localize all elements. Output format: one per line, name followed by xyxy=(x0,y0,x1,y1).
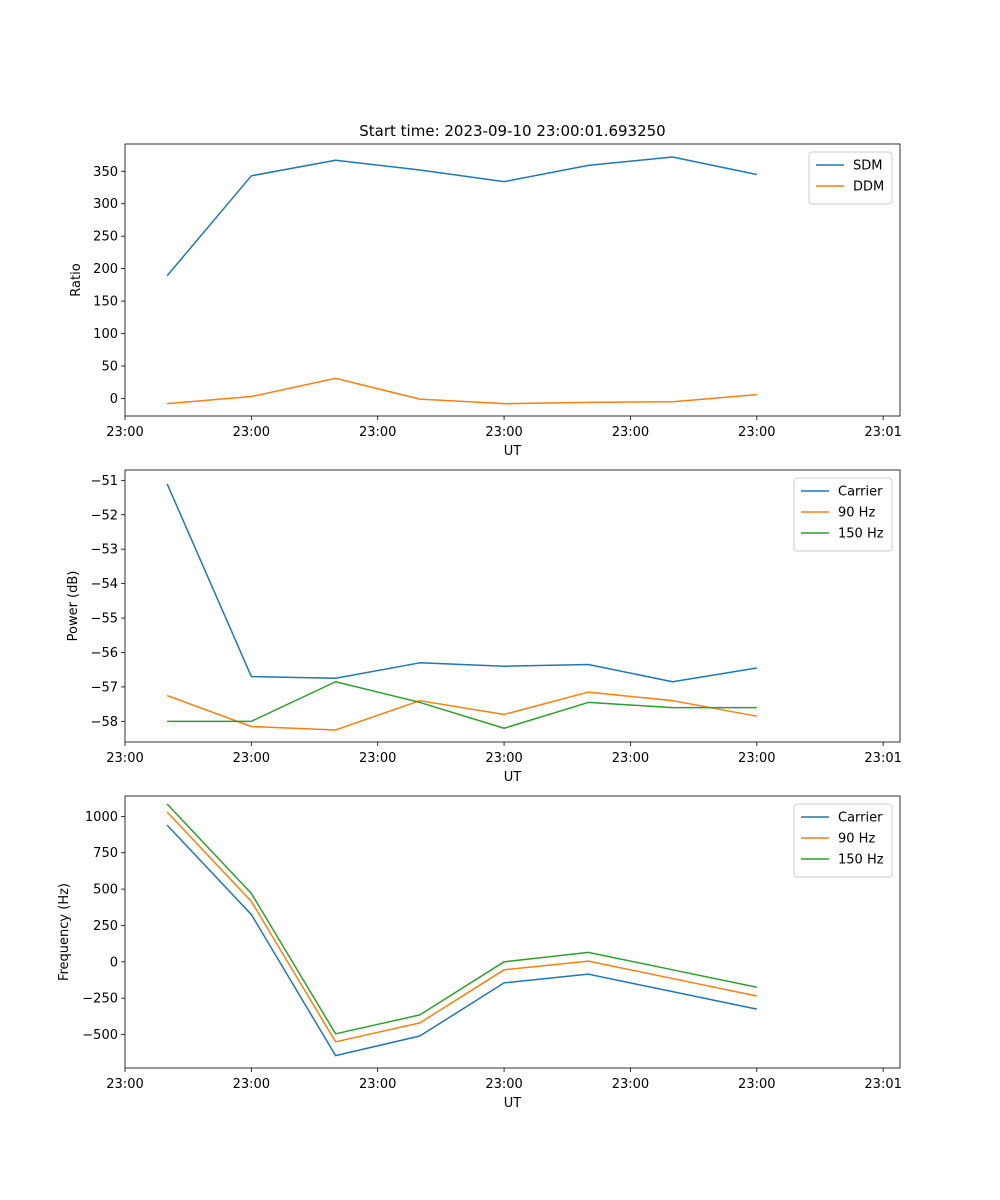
subplot-1: 23:00 23:00 23:00 23:00 23:00 23:00 23:01 0 50 10… xyxy=(69,143,902,459)
y-tick-label: 350 xyxy=(93,165,118,180)
y-axis-label: Ratio xyxy=(69,263,84,296)
x-tick-label: 23:00 xyxy=(106,425,143,440)
series-line-150-hz xyxy=(166,803,757,1035)
y-axis-label: Frequency (Hz) xyxy=(57,883,72,981)
x-tick-label: 23:00 xyxy=(738,1077,775,1092)
y-tick-label: 1000 xyxy=(85,810,118,825)
x-tick-label: 23:01 xyxy=(864,1077,901,1092)
y-tick-label: −56 xyxy=(91,646,118,661)
y-tick-label: −57 xyxy=(91,680,118,695)
y-tick-label: −53 xyxy=(91,543,118,558)
legend-label-ddm: DDM xyxy=(853,180,884,195)
y-tick-label: 50 xyxy=(101,360,118,375)
series-line-carrier xyxy=(166,824,757,1057)
y-tick-label: 150 xyxy=(93,295,118,310)
y-tick-label: −55 xyxy=(91,612,118,627)
plot-frame xyxy=(124,143,901,417)
x-tick-label: 23:00 xyxy=(233,1077,270,1092)
y-tick-label: 200 xyxy=(93,262,118,277)
y-tick-label: 300 xyxy=(93,197,118,212)
series-line-90-hz xyxy=(166,811,757,1043)
y-tick-label: 750 xyxy=(93,846,118,861)
series-line-90-hz xyxy=(166,691,757,731)
x-axis-label: UT xyxy=(504,444,522,459)
plot-frame xyxy=(124,469,901,743)
plot-frame xyxy=(124,795,901,1069)
y-tick-label: 0 xyxy=(110,955,118,970)
x-tick-label: 23:00 xyxy=(738,751,775,766)
y-tick-label: 250 xyxy=(93,230,118,245)
x-tick-label: 23:01 xyxy=(864,425,901,440)
x-tick-label: 23:01 xyxy=(864,751,901,766)
series-line-ddm xyxy=(167,377,757,405)
legend-label-150-hz: 150 Hz xyxy=(838,527,884,542)
x-tick-label: 23:00 xyxy=(359,751,396,766)
x-axis-label: UT xyxy=(504,1096,522,1111)
y-axis-label: Power (dB) xyxy=(66,571,81,642)
y-tick-label: −52 xyxy=(91,508,118,523)
y-tick-label: −58 xyxy=(91,715,118,730)
x-tick-label: 23:00 xyxy=(485,751,522,766)
y-tick-label: −51 xyxy=(91,474,118,489)
figure-title: Start time: 2023-09-10 23:00:01.693250 xyxy=(359,122,665,140)
y-tick-label: 250 xyxy=(93,919,118,934)
y-tick-label: 100 xyxy=(93,327,118,342)
series-line-sdm xyxy=(166,156,757,277)
subplot-2: 23:00 23:00 23:00 23:00 23:00 23:00 23:01 −58 −5… xyxy=(66,469,902,785)
y-tick-label: 0 xyxy=(110,392,118,407)
series-line-carrier xyxy=(166,483,757,683)
y-tick-label: −500 xyxy=(82,1028,118,1043)
legend-label-90-hz: 90 Hz xyxy=(838,506,875,521)
y-tick-label: −250 xyxy=(82,992,118,1007)
x-tick-label: 23:00 xyxy=(485,1077,522,1092)
legend-label-sdm: SDM xyxy=(853,159,882,174)
x-tick-label: 23:00 xyxy=(612,1077,649,1092)
x-tick-label: 23:00 xyxy=(485,425,522,440)
legend-label-carrier: Carrier xyxy=(838,811,883,826)
series-line-150-hz xyxy=(167,681,757,729)
x-tick-label: 23:00 xyxy=(612,751,649,766)
x-tick-label: 23:00 xyxy=(106,1077,143,1092)
x-tick-label: 23:00 xyxy=(359,1077,396,1092)
x-tick-label: 23:00 xyxy=(106,751,143,766)
legend: Carrier 90 Hz 150 Hz xyxy=(793,803,893,878)
x-axis-label: UT xyxy=(504,770,522,785)
x-tick-label: 23:00 xyxy=(359,425,396,440)
x-tick-label: 23:00 xyxy=(233,425,270,440)
legend-label-150-hz: 150 Hz xyxy=(838,853,884,868)
x-tick-label: 23:00 xyxy=(233,751,270,766)
subplots: 23:00 23:00 23:00 23:00 23:00 23:00 23:01 0 50 10… xyxy=(57,143,902,1111)
y-tick-label: 500 xyxy=(93,883,118,898)
subplot-3: 23:00 23:00 23:00 23:00 23:00 23:00 23:01 −500 −… xyxy=(57,795,902,1111)
legend: Carrier 90 Hz 150 Hz xyxy=(793,477,893,552)
legend-label-carrier: Carrier xyxy=(838,485,883,500)
legend-label-90-hz: 90 Hz xyxy=(838,832,875,847)
y-tick-label: −54 xyxy=(91,577,118,592)
x-tick-label: 23:00 xyxy=(738,425,775,440)
x-tick-label: 23:00 xyxy=(612,425,649,440)
legend: SDM DDM xyxy=(808,151,893,205)
